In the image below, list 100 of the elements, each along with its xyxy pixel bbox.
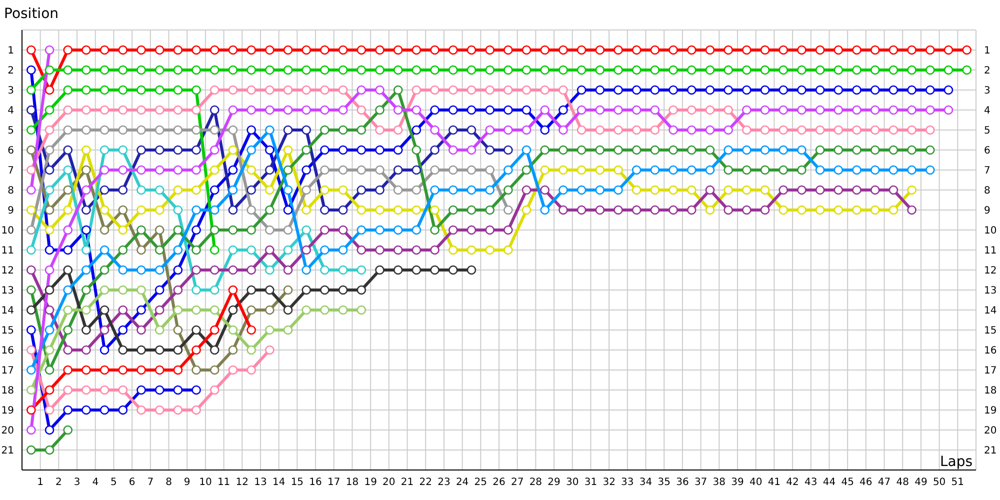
point — [870, 105, 880, 115]
point — [320, 145, 330, 155]
point — [302, 85, 312, 95]
point — [118, 305, 128, 315]
point — [320, 185, 330, 195]
point — [265, 125, 274, 135]
point — [705, 165, 715, 175]
point — [888, 85, 898, 95]
point — [136, 405, 146, 415]
point — [576, 145, 586, 155]
point — [393, 185, 403, 195]
point — [44, 245, 54, 255]
point — [338, 105, 348, 115]
point — [26, 285, 36, 295]
point — [888, 45, 898, 55]
point — [265, 205, 274, 215]
point — [100, 125, 110, 135]
point — [210, 285, 220, 295]
point — [26, 385, 36, 395]
point — [375, 145, 384, 155]
point — [63, 185, 73, 195]
point — [393, 145, 403, 155]
point — [393, 245, 403, 255]
y2-tick-label: 20 — [984, 426, 997, 437]
point — [356, 265, 366, 275]
x-tick-label: 41 — [768, 477, 781, 488]
point — [154, 305, 164, 315]
point — [797, 145, 806, 155]
point — [302, 105, 312, 115]
point — [338, 185, 348, 195]
point — [26, 205, 36, 215]
point — [228, 365, 238, 375]
point — [118, 225, 128, 235]
point — [44, 305, 54, 315]
point — [63, 265, 73, 275]
point — [632, 65, 642, 75]
point — [118, 345, 128, 355]
y-tick-label: 7 — [8, 166, 14, 177]
point — [136, 265, 146, 275]
point — [136, 325, 146, 335]
point — [412, 165, 422, 175]
point — [192, 85, 201, 95]
point — [650, 105, 660, 115]
point — [283, 125, 293, 135]
point — [44, 125, 54, 135]
point — [320, 265, 330, 275]
point — [63, 165, 73, 175]
point — [668, 165, 678, 175]
point — [632, 45, 642, 55]
x-tick-label: 5 — [110, 477, 117, 488]
point — [173, 85, 183, 95]
point — [173, 185, 183, 195]
y-tick-label: 12 — [1, 266, 14, 277]
point — [210, 145, 220, 155]
point — [742, 145, 752, 155]
point — [82, 225, 91, 235]
point — [632, 85, 642, 95]
point — [760, 85, 770, 95]
point — [558, 205, 568, 215]
point — [26, 405, 36, 415]
point — [44, 425, 54, 435]
point — [485, 85, 494, 95]
point — [393, 65, 403, 75]
point — [118, 125, 128, 135]
point — [118, 205, 128, 215]
point — [797, 165, 806, 175]
point — [44, 445, 54, 455]
point — [522, 205, 532, 215]
point — [760, 185, 770, 195]
point — [338, 285, 348, 295]
point — [485, 185, 494, 195]
point — [26, 265, 36, 275]
point — [338, 45, 348, 55]
point — [228, 265, 238, 275]
point — [760, 105, 770, 115]
point — [504, 225, 513, 235]
point — [686, 65, 696, 75]
point — [742, 105, 752, 115]
y-tick-label: 11 — [1, 246, 14, 257]
point — [136, 65, 146, 75]
point — [412, 45, 422, 55]
point — [63, 325, 73, 335]
point — [118, 185, 128, 195]
point — [136, 165, 146, 175]
point — [907, 85, 916, 95]
point — [154, 205, 164, 215]
point — [283, 105, 293, 115]
point — [246, 165, 256, 175]
point — [44, 365, 54, 375]
point — [540, 145, 550, 155]
point — [925, 85, 935, 95]
point — [705, 185, 715, 195]
point — [797, 205, 806, 215]
point — [192, 385, 201, 395]
point — [504, 185, 513, 195]
point — [448, 85, 458, 95]
point — [576, 85, 586, 95]
point — [265, 185, 274, 195]
point — [815, 145, 825, 155]
point — [265, 85, 274, 95]
